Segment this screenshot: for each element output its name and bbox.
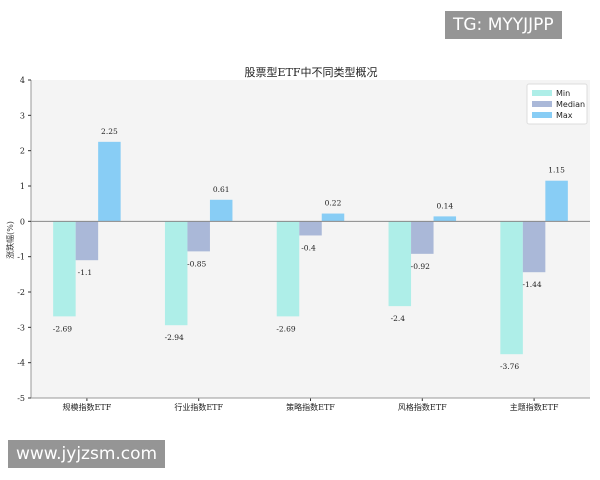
data-label: -1.44 xyxy=(522,280,541,289)
data-label: -0.4 xyxy=(301,243,316,252)
bar-max xyxy=(321,213,345,222)
legend-label: Max xyxy=(556,111,573,120)
y-tick-label: 2 xyxy=(20,147,25,156)
y-axis-label: 涨跌幅(%) xyxy=(5,221,15,259)
x-tick-label: 风格指数ETF xyxy=(398,402,447,412)
data-label: 0.14 xyxy=(436,201,453,210)
bar-min xyxy=(276,221,300,317)
data-label: 0.61 xyxy=(213,185,230,194)
bar-min xyxy=(500,221,523,355)
data-label: -1.1 xyxy=(78,268,92,277)
x-tick-label: 策略指数ETF xyxy=(286,402,335,412)
x-tick-label: 主题指数ETF xyxy=(510,402,559,412)
y-tick-label: -4 xyxy=(17,359,25,368)
plot-area xyxy=(31,80,590,398)
y-tick-label: -2 xyxy=(17,288,25,297)
bar-min xyxy=(53,221,76,317)
data-label: -3.76 xyxy=(500,362,519,371)
legend-swatch xyxy=(532,90,552,96)
bar-max xyxy=(98,141,121,222)
y-tick-label: 0 xyxy=(20,217,25,226)
data-label: 1.15 xyxy=(548,166,565,175)
bar-median xyxy=(299,221,322,236)
watermark-bottom-left: www.jyjzsm.com xyxy=(8,440,166,468)
y-tick-label: -5 xyxy=(17,394,25,403)
bar-max xyxy=(433,216,457,222)
data-label: -0.85 xyxy=(187,259,206,268)
legend: Min Median Max xyxy=(526,83,588,125)
bar-min xyxy=(388,221,412,307)
data-label: 2.25 xyxy=(101,127,118,136)
watermark-top-right: TG: MYYJJPP xyxy=(445,11,562,39)
y-tick-label: 3 xyxy=(20,111,25,120)
data-label: -2.4 xyxy=(391,314,406,323)
y-tick-label: 1 xyxy=(20,182,25,191)
bar-median xyxy=(411,221,434,254)
data-label: -2.69 xyxy=(53,324,72,333)
data-label: 0.22 xyxy=(325,199,342,208)
data-label: -2.94 xyxy=(165,333,184,342)
legend-label: Min xyxy=(556,89,570,98)
y-tick-label: 4 xyxy=(20,76,25,85)
legend-swatch xyxy=(532,112,552,118)
bar-max xyxy=(545,180,568,222)
bar-median xyxy=(187,221,210,252)
y-tick-label: -3 xyxy=(17,323,25,332)
bar-max xyxy=(209,199,233,222)
x-tick-label: 行业指数ETF xyxy=(174,402,223,412)
bar-median xyxy=(75,221,99,261)
x-tick-label: 规模指数ETF xyxy=(63,402,112,412)
data-label: -0.92 xyxy=(411,262,430,271)
legend-label: Median xyxy=(556,100,585,109)
chart-title: 股票型ETF中不同类型概况 xyxy=(245,65,378,79)
bar-median xyxy=(522,221,546,273)
y-tick-label: -1 xyxy=(17,253,25,262)
legend-swatch xyxy=(532,101,552,107)
bar-min xyxy=(164,221,188,326)
data-label: -2.69 xyxy=(276,324,295,333)
